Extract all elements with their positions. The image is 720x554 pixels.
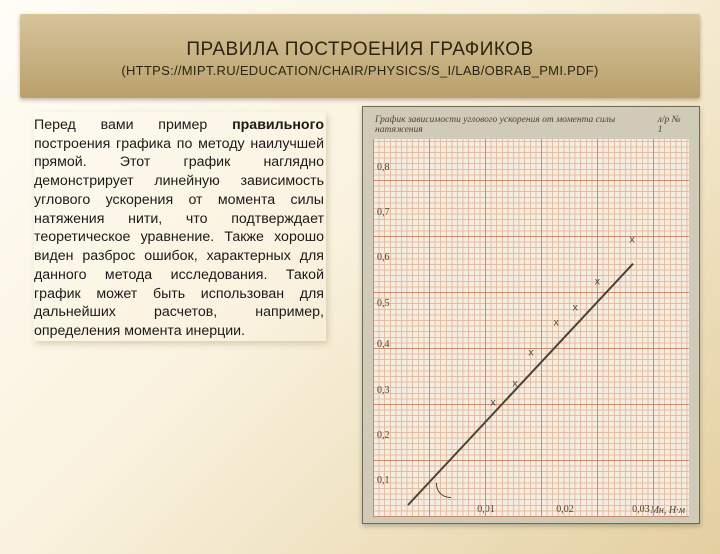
best-fit-line (407, 263, 634, 506)
y-tick-label: 0,3 (377, 385, 390, 396)
data-point: x (528, 349, 534, 360)
data-point: x (629, 236, 635, 247)
x-tick-label: 0,01 (477, 504, 495, 515)
desc-bold: правильного (232, 117, 324, 133)
desc-pre: Перед вами пример (34, 117, 232, 133)
graph-caption: График зависимости углового ускорения от… (373, 115, 689, 139)
angle-marker (436, 483, 451, 498)
graph-grid-area: Mн, Н·м 0,8 0,7 0,6 0,5 0,4 0,3 0,2 0,1 0,01 0,02… (373, 139, 689, 517)
data-point: x (553, 319, 559, 330)
data-point: x (594, 277, 600, 288)
y-tick-label: 0,2 (377, 430, 390, 441)
y-tick-label: 0,6 (377, 252, 390, 263)
graph-caption-left: График зависимости углового ускорения от… (375, 115, 658, 135)
content-row: Перед вами пример правильного построения… (0, 112, 720, 341)
data-point: x (572, 304, 578, 315)
header-title: ПРАВИЛА ПОСТРОЕНИЯ ГРАФИКОВ (186, 39, 533, 61)
data-point: x (512, 379, 518, 390)
y-tick-label: 0,7 (377, 207, 390, 218)
header-subtitle: (HTTPS://MIPT.RU/EDUCATION/CHAIR/PHYSICS… (121, 63, 598, 78)
desc-post: построения графика по методу наилучшей п… (34, 136, 324, 339)
slide-header: ПРАВИЛА ПОСТРОЕНИЯ ГРАФИКОВ (HTTPS://MIP… (20, 14, 700, 98)
y-tick-label: 0,5 (377, 298, 390, 309)
y-tick-label: 0,1 (377, 475, 390, 486)
graph-caption-right: л/р № 1 (658, 115, 687, 135)
y-tick-label: 0,4 (377, 339, 390, 350)
x-tick-label: 0,03 (632, 504, 650, 515)
y-tick-label: 0,8 (377, 162, 390, 173)
description-text: Перед вами пример правильного построения… (34, 112, 326, 341)
x-tick-label: 0,02 (556, 504, 574, 515)
graph-photo: График зависимости углового ускорения от… (362, 106, 700, 524)
x-axis-title: Mн, Н·м (651, 505, 685, 516)
data-point: x (490, 398, 496, 409)
